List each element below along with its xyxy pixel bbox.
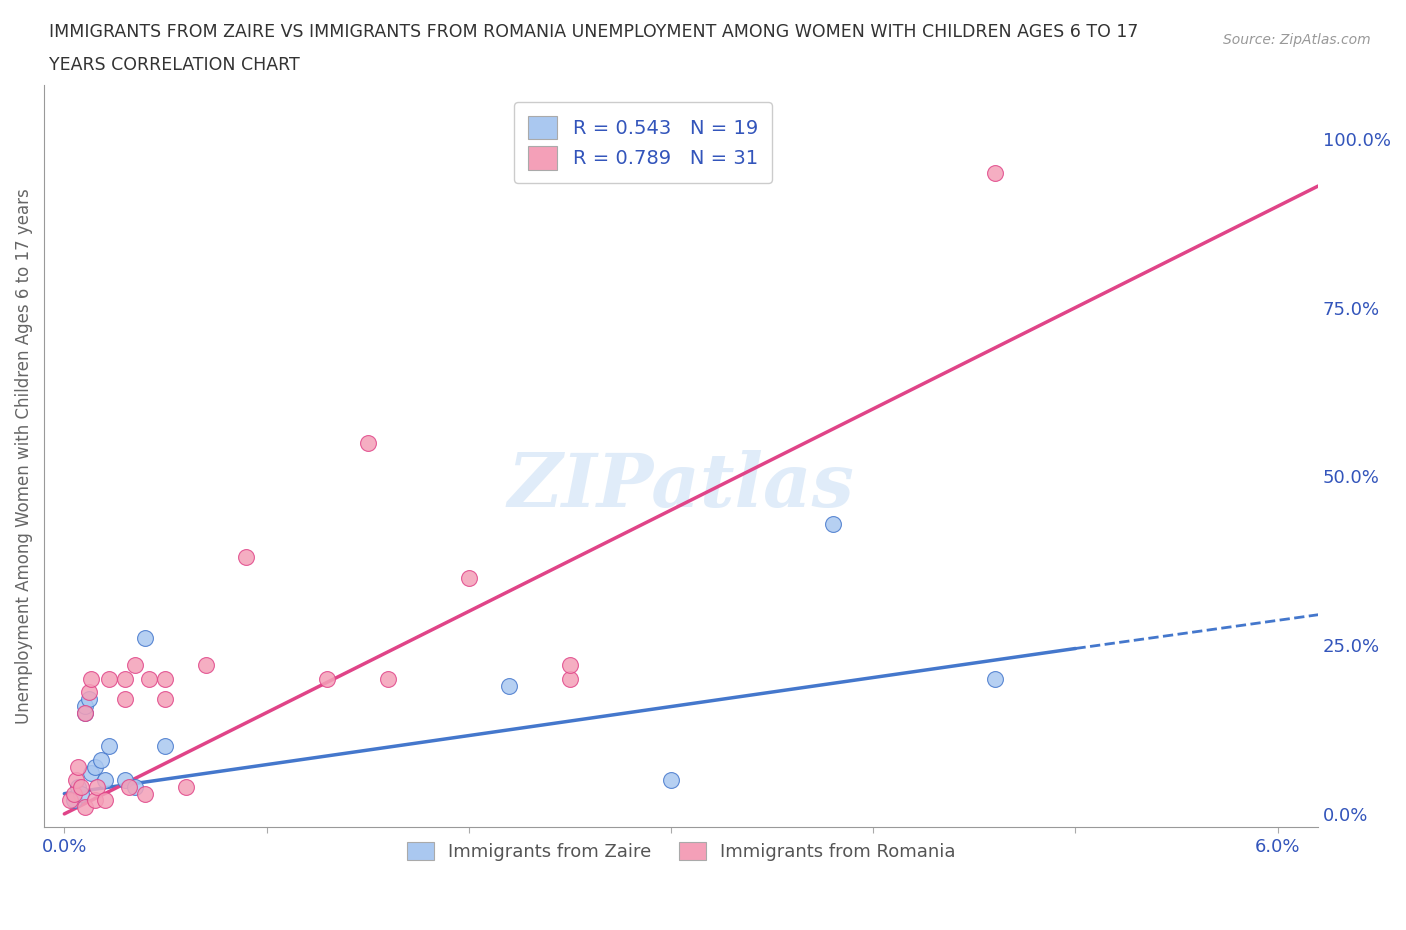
Point [67, 779, 90, 794]
Point [69, 779, 91, 794]
Point [83, 759, 105, 774]
Point [97, 739, 120, 754]
Point [134, 786, 156, 801]
Point [124, 779, 146, 794]
Point [134, 631, 156, 645]
Point [97, 671, 120, 686]
Legend: Immigrants from Zaire, Immigrants from Romania: Immigrants from Zaire, Immigrants from R… [398, 833, 965, 870]
Point [59, 793, 82, 808]
Point [155, 692, 177, 707]
Point [155, 671, 177, 686]
Y-axis label: Unemployment Among Women with Children Ages 6 to 17 years: Unemployment Among Women with Children A… [15, 188, 32, 724]
Point [377, 671, 399, 686]
Point [69, 786, 91, 801]
Text: IMMIGRANTS FROM ZAIRE VS IMMIGRANTS FROM ROMANIA UNEMPLOYMENT AMONG WOMEN WITH C: IMMIGRANTS FROM ZAIRE VS IMMIGRANTS FROM… [49, 23, 1139, 41]
Point [77, 684, 100, 699]
Point [558, 658, 581, 672]
Point [73, 698, 96, 713]
Point [114, 773, 136, 788]
Point [155, 739, 177, 754]
Point [316, 671, 339, 686]
Point [118, 779, 141, 794]
Point [73, 800, 96, 815]
Point [124, 658, 146, 672]
Point [659, 773, 682, 788]
Point [821, 516, 844, 531]
Text: ZIPatlas: ZIPatlas [508, 449, 855, 522]
Point [983, 671, 1005, 686]
Point [498, 678, 520, 693]
Point [94, 793, 117, 808]
Point [194, 658, 217, 672]
Point [65, 773, 87, 788]
Text: Source: ZipAtlas.com: Source: ZipAtlas.com [1223, 33, 1371, 46]
Point [73, 705, 96, 720]
Point [235, 550, 257, 565]
Point [63, 793, 86, 808]
Text: YEARS CORRELATION CHART: YEARS CORRELATION CHART [49, 56, 299, 73]
Point [138, 671, 160, 686]
Point [357, 435, 380, 450]
Point [90, 752, 112, 767]
Point [558, 671, 581, 686]
Point [983, 166, 1005, 180]
Point [67, 759, 90, 774]
Point [79, 766, 101, 781]
Point [457, 570, 479, 585]
Point [63, 786, 86, 801]
Point [174, 779, 197, 794]
Point [77, 692, 100, 707]
Point [94, 773, 117, 788]
Point [73, 705, 96, 720]
Point [79, 671, 101, 686]
Point [83, 793, 105, 808]
Point [114, 692, 136, 707]
Point [114, 671, 136, 686]
Point [86, 779, 108, 794]
